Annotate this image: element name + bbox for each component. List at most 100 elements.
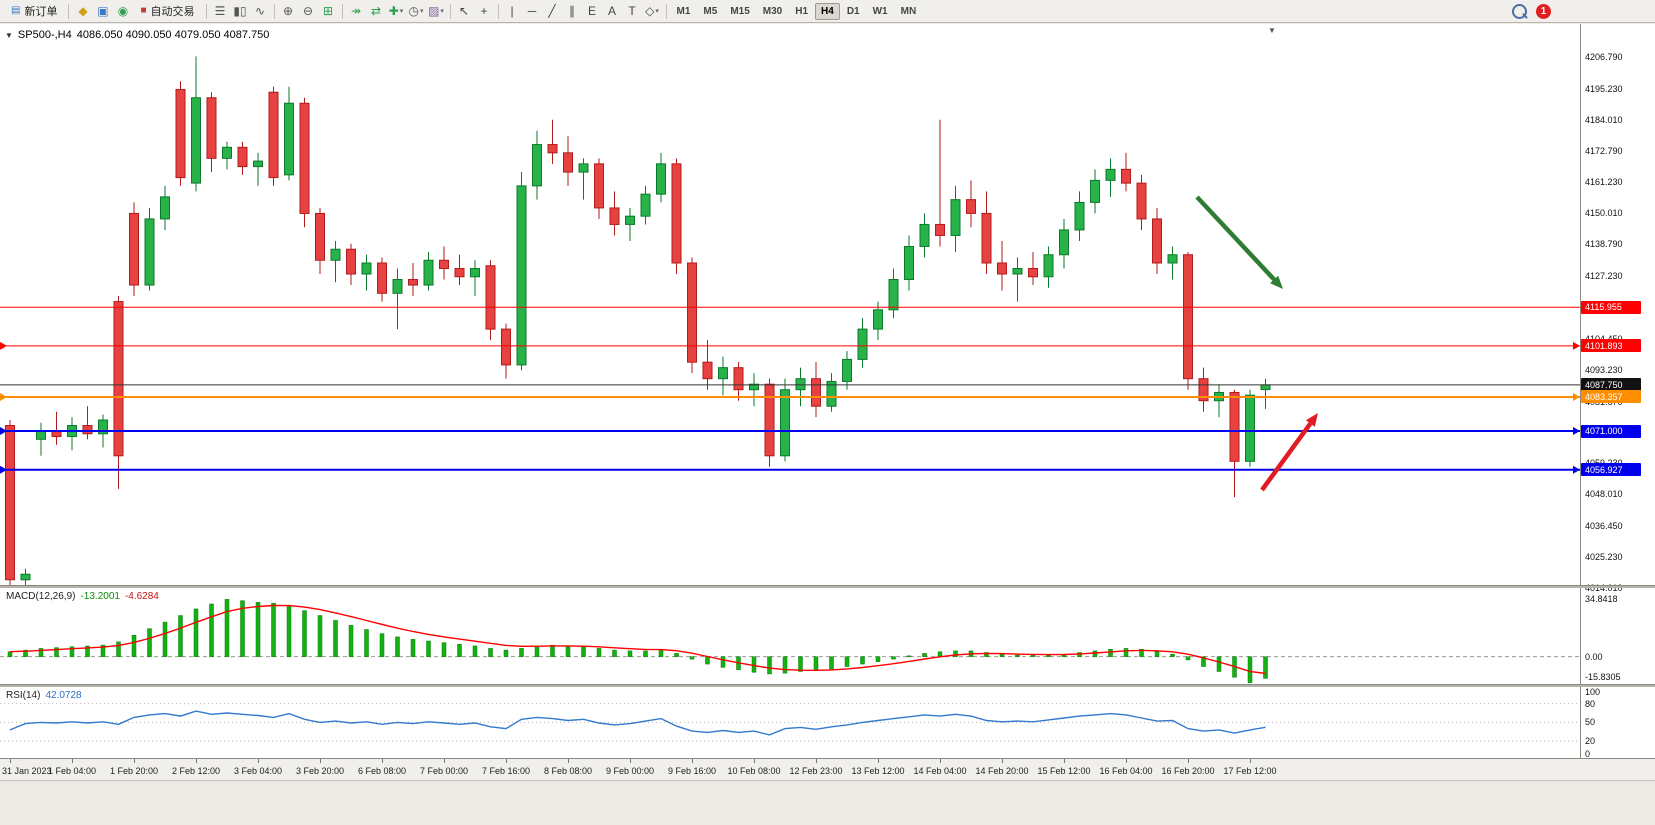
auto-scroll-icon[interactable]: ↠ (347, 2, 366, 20)
time-tick (754, 759, 755, 763)
trendline-icon[interactable]: ╱ (543, 2, 562, 20)
time-axis-label: 9 Feb 00:00 (605, 766, 655, 776)
pane-separator-macd[interactable] (0, 585, 1655, 588)
toolbar-separator (341, 3, 343, 19)
price-badge: 4087.750 (1581, 378, 1641, 392)
periods-clock-icon[interactable]: ◷ ▾ (407, 2, 426, 20)
time-axis[interactable]: 31 Jan 2023 1 Feb 04:00 1 Feb 20:00 2 Feb 1… (0, 758, 1655, 780)
price-axis-label: 4138.790 (1585, 239, 1623, 250)
terminal-icon[interactable]: ◉ (113, 2, 132, 20)
label-icon[interactable]: T (623, 2, 642, 20)
time-axis-label: 1 Feb 20:00 (109, 766, 159, 776)
auto-scroll-icon: ↠ (350, 4, 362, 18)
autotrading-button[interactable]: ■ 自动交易 (133, 1, 201, 21)
price-badge: 4071.000 (1581, 424, 1641, 438)
indicators-add-icon[interactable]: ✚ ▾ (387, 2, 406, 20)
zoom-in-icon[interactable]: ⊕ (279, 2, 298, 20)
bar-chart-icon[interactable]: ☰ (211, 2, 230, 20)
search-icon[interactable] (1512, 3, 1527, 19)
notification-badge[interactable]: 1 (1536, 3, 1551, 19)
price-badge: 4115.955 (1581, 300, 1641, 314)
time-axis-label: 14 Feb 04:00 (913, 766, 967, 776)
timeframe-w1[interactable]: W1 (872, 5, 888, 17)
macd-layer (0, 599, 1580, 683)
shapes-icon[interactable]: ◇ ▾ (643, 2, 662, 20)
channel-icon[interactable]: ∥ (563, 2, 582, 20)
crosshair-icon[interactable]: + (475, 2, 494, 20)
fibonacci-icon[interactable]: E (583, 2, 602, 20)
timeframe-m15[interactable]: M15 (730, 5, 750, 17)
toolbar-right: 1 (1512, 3, 1651, 19)
price-axis-border (1580, 24, 1581, 758)
navigator-icon: ▣ (97, 4, 109, 18)
hlines-layer[interactable] (0, 306, 1580, 474)
rsi-layer (0, 703, 1580, 742)
pane-separator-rsi[interactable] (0, 684, 1655, 687)
market-watch-icon[interactable]: ◆ (73, 2, 92, 20)
zoom-out-icon: ⊖ (302, 4, 314, 18)
time-axis-label: 3 Feb 04:00 (233, 766, 283, 776)
time-tick (1250, 759, 1251, 763)
chart-shift-icon: ⇄ (370, 4, 382, 18)
time-axis-label: 14 Feb 20:00 (975, 766, 1029, 776)
time-tick (320, 759, 321, 763)
time-tick (940, 759, 941, 763)
timeframe-d1[interactable]: D1 (846, 5, 860, 17)
time-tick (568, 759, 569, 763)
time-tick (630, 759, 631, 763)
time-axis-label: 13 Feb 12:00 (851, 766, 905, 776)
time-axis-label: 9 Feb 16:00 (667, 766, 717, 776)
time-axis-label: 15 Feb 12:00 (1037, 766, 1091, 776)
time-tick (382, 759, 383, 763)
price-badge: 4083.357 (1581, 390, 1641, 404)
chart-symbol-period: SP500-,H4 (17, 29, 72, 41)
chart-shift-icon[interactable]: ⇄ (367, 2, 386, 20)
rsi-indicator-label: RSI(14) 42.0728 (6, 690, 82, 701)
timeframe-m1[interactable]: M1 (676, 5, 691, 17)
price-axis-label: 4093.230 (1585, 364, 1623, 375)
toolbar-separator (497, 3, 499, 19)
periods-clock-icon: ◷ (408, 4, 419, 18)
toolbar-separator (68, 3, 70, 19)
rsi-axis-label: 50 (1585, 717, 1596, 728)
candlestick-chart-icon[interactable]: ▮▯ (231, 2, 250, 20)
horizontal-line-icon[interactable]: ─ (523, 2, 542, 20)
text-icon[interactable]: A (603, 2, 622, 20)
label-icon: T (628, 4, 636, 18)
macd-axis-label: 0.00 (1585, 651, 1603, 662)
zoom-out-icon[interactable]: ⊖ (299, 2, 318, 20)
price-badge: 4101.893 (1581, 339, 1641, 353)
tile-windows-icon[interactable]: ⊞ (319, 2, 338, 20)
timeframe-h1[interactable]: H1 (795, 5, 809, 17)
timeframe-m5[interactable]: M5 (703, 5, 718, 17)
time-axis-label: 2 Feb 12:00 (171, 766, 221, 776)
time-tick (10, 759, 11, 763)
fibonacci-icon: E (587, 4, 596, 18)
crosshair-icon: + (480, 4, 488, 18)
shift-marker-icon[interactable]: ▼ (1268, 26, 1276, 35)
cursor-icon[interactable]: ↖ (455, 2, 474, 20)
vertical-line-icon[interactable]: | (503, 2, 522, 20)
chevron-down-icon: ▾ (655, 7, 659, 15)
rsi-line (9, 710, 1266, 736)
chart-menu-icon[interactable]: ▼ (5, 30, 13, 40)
time-tick (1188, 759, 1189, 763)
timeframe-mn[interactable]: MN (900, 5, 917, 17)
new-order-button-icon: ▤ (11, 5, 21, 16)
down-trend-arrow[interactable] (1195, 195, 1283, 289)
price-axis-label: 4172.790 (1585, 145, 1623, 156)
timeframe-m30[interactable]: M30 (762, 5, 783, 17)
navigator-icon[interactable]: ▣ (93, 2, 112, 20)
time-tick (1064, 759, 1065, 763)
time-tick (816, 759, 817, 763)
terminal-icon: ◉ (117, 4, 129, 18)
macd-axis-label: 34.8418 (1585, 594, 1618, 605)
templates-icon[interactable]: ▨ ▾ (427, 2, 446, 20)
line-chart-icon[interactable]: ∿ (251, 2, 270, 20)
macd-signal-value: -4.6284 (124, 591, 159, 602)
time-axis-label: 16 Feb 04:00 (1099, 766, 1153, 776)
timeframe-h4[interactable]: H4 (815, 2, 840, 20)
new-order-button[interactable]: ▤ 新订单 (4, 1, 64, 21)
up-trend-arrow[interactable] (1260, 413, 1318, 492)
